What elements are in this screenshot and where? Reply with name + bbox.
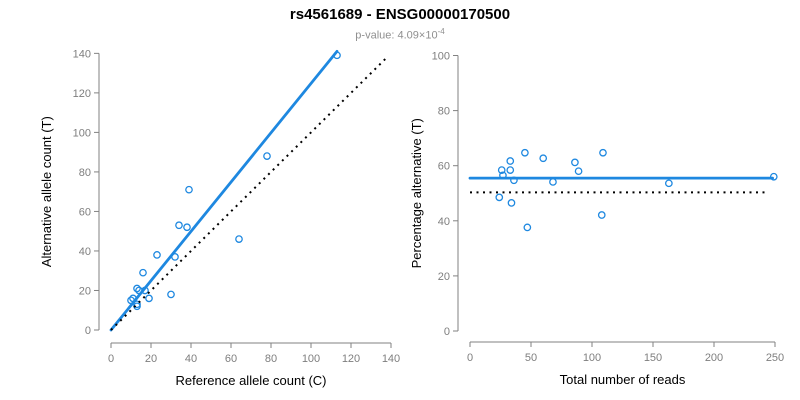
- y-axis-title: Percentage alternative (T): [409, 118, 424, 268]
- y-axis-title: Alternative allele count (T): [39, 116, 54, 267]
- y-tick-label: 40: [438, 216, 450, 228]
- y-tick-label: 80: [79, 167, 91, 179]
- y-tick-label: 20: [438, 271, 450, 283]
- data-point: [599, 148, 607, 157]
- x-tick-label: 120: [342, 353, 360, 365]
- y-tick-label: 60: [79, 206, 91, 218]
- percentage-scatter: 0 20 40 60 80 100 0 50 100 150 200 250 Total number …: [409, 51, 784, 388]
- y-tick-label: 40: [79, 246, 91, 258]
- figure-header: rs4561689 - ENSG00000170500 p-value: 4.0…: [0, 6, 800, 43]
- x-tick-label: 140: [382, 353, 400, 365]
- y-tick-label: 20: [79, 285, 91, 297]
- x-tick-label: 250: [766, 352, 784, 364]
- x-tick-label: 0: [108, 353, 114, 365]
- y-tick-label: 140: [73, 48, 91, 60]
- x-axis-title: Reference allele count (C): [175, 373, 326, 388]
- data-point: [167, 290, 175, 299]
- x-tick-label: 20: [145, 353, 157, 365]
- data-point: [539, 154, 548, 163]
- data-point: [139, 268, 147, 277]
- regression-line: [109, 49, 339, 332]
- y-tick-label: 100: [73, 127, 91, 139]
- data-point: [263, 152, 271, 160]
- data-point: [521, 148, 529, 157]
- x-axis-title: Total number of reads: [560, 372, 686, 387]
- data-point: [495, 193, 504, 202]
- data-point: [183, 223, 191, 232]
- x-tick-label: 50: [525, 352, 537, 364]
- data-point: [574, 167, 583, 176]
- y-tick-label: 80: [438, 106, 450, 118]
- data-point: [549, 178, 557, 186]
- data-point: [175, 221, 183, 230]
- y-tick-label: 100: [432, 51, 450, 63]
- data-point: [506, 157, 515, 165]
- x-tick-label: 150: [644, 352, 662, 364]
- data-point: [153, 251, 161, 259]
- data-point: [507, 199, 516, 207]
- data-point: [571, 158, 579, 167]
- data-point: [597, 211, 606, 219]
- data-point: [665, 179, 673, 188]
- y-tick-label: 120: [73, 88, 91, 100]
- p-value-text: p-value: 4.09×10: [355, 29, 438, 42]
- data-point: [506, 166, 515, 174]
- data-point: [235, 235, 243, 243]
- data-point: [133, 284, 141, 293]
- data-point: [185, 185, 193, 194]
- identity-line: [110, 56, 388, 331]
- y-tick-label: 0: [444, 326, 450, 338]
- p-value-exponent: -4: [437, 27, 445, 36]
- data-point: [523, 223, 532, 232]
- figure-title: rs4561689 - ENSG00000170500: [289, 6, 511, 23]
- x-tick-label: 60: [225, 353, 237, 365]
- allele-count-scatter: 0 20 40 60 80 100 120 140 0 20 40 60 80 100 120 140 Refe…: [39, 48, 400, 388]
- x-tick-label: 40: [185, 353, 197, 365]
- y-tick-label: 60: [438, 161, 450, 173]
- x-tick-label: 0: [467, 352, 473, 364]
- x-tick-label: 80: [265, 353, 277, 365]
- data-point: [145, 294, 153, 303]
- x-tick-label: 100: [302, 353, 320, 365]
- data-point: [497, 166, 506, 174]
- p-value-subtitle: p-value: 4.09×10-4: [0, 25, 800, 43]
- x-tick-label: 200: [705, 352, 723, 364]
- y-tick-label: 0: [85, 325, 91, 337]
- x-tick-label: 100: [583, 352, 601, 364]
